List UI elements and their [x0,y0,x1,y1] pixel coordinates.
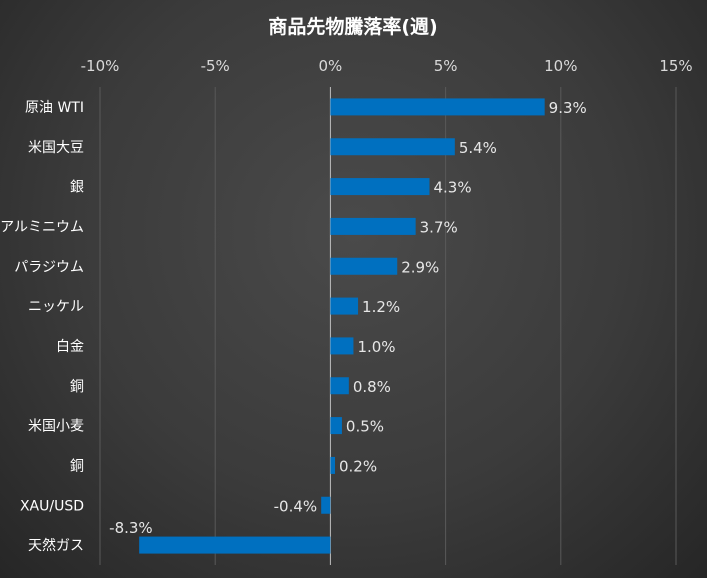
value-label: 5.4% [459,139,497,157]
x-tick-label: 10% [544,57,577,75]
bar [330,456,336,474]
x-tick-label: -10% [81,57,120,75]
bar [139,536,331,554]
bar [330,257,398,275]
category-label: XAU/USD [20,498,84,514]
x-tick-label: 15% [659,57,692,75]
x-tick-label: 5% [434,57,458,75]
value-label: 0.2% [339,457,377,475]
x-axis-ticks: -10% -5% 0% 5% 10% 15% [81,57,693,75]
category-label: 銅 [70,379,84,395]
category-label: ニッケル [28,299,84,315]
gridlines [99,87,677,565]
category-label: 米国小麦 [28,419,84,435]
bar [330,178,430,196]
category-label: パラジウム [14,259,84,275]
value-label: 2.9% [401,258,439,276]
value-labels: 9.3% 5.4% 4.3% 3.7% 2.9% 1.2% 1.0% 0.8% 0.5% 0.2%… [109,99,587,537]
category-label: アルミニウム [0,219,84,235]
value-label: 0.5% [346,418,384,436]
bar [321,496,331,514]
bar [330,337,354,355]
chart-title: 商品先物騰落率(週) [268,15,437,38]
bar [330,98,545,116]
bar [330,297,359,315]
bar [330,417,342,435]
category-labels: 原油 WTI米国大豆銀アルミニウムパラジウムニッケル白金銅米国小麦銅XAU/US… [0,100,84,554]
bars [139,98,545,554]
value-label: 1.0% [357,338,395,356]
category-label: 原油 WTI [25,100,84,116]
x-tick-label: 0% [319,57,343,75]
x-tick-label: -5% [201,57,230,75]
value-label: -8.3% [109,519,153,537]
value-label: 3.7% [420,218,458,236]
category-label: 銅 [70,458,84,474]
value-label: 0.8% [353,378,391,396]
value-label: 1.2% [362,298,400,316]
value-label: 4.3% [433,179,471,197]
category-label: 天然ガス [28,537,84,554]
value-label: 9.3% [549,99,587,117]
category-label: 白金 [56,339,84,355]
category-label: 米国大豆 [28,140,84,156]
bar [330,217,416,235]
bar [330,377,349,395]
bar [330,138,455,156]
category-label: 銀 [70,180,84,196]
value-label: -0.4% [274,497,318,515]
